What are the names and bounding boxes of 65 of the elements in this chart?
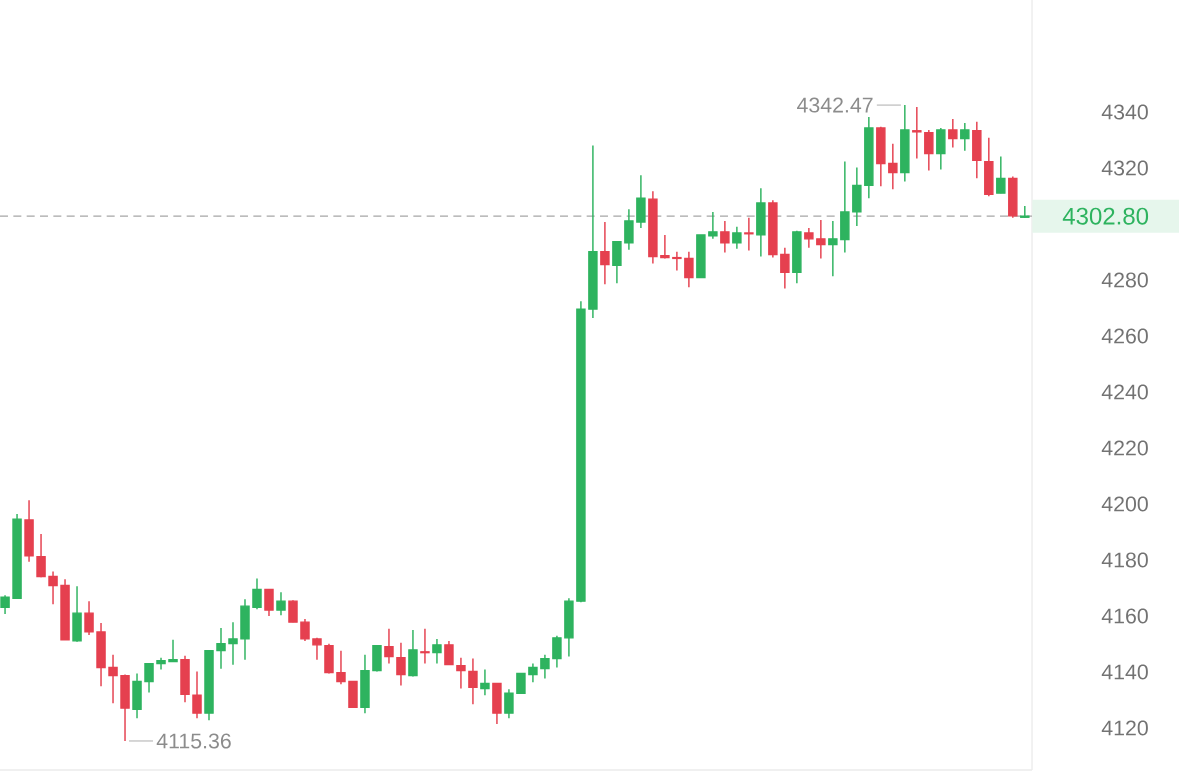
y-tick-label: 4340 xyxy=(1101,104,1148,120)
candlestick xyxy=(1020,205,1030,219)
candlestick xyxy=(912,106,922,160)
candlestick xyxy=(504,688,514,719)
candlestick xyxy=(384,628,394,665)
candlestick xyxy=(456,656,466,690)
candlestick xyxy=(276,591,286,616)
y-tick-label: 4180 xyxy=(1101,552,1148,568)
candlestick xyxy=(84,600,94,636)
candlestick xyxy=(396,642,406,687)
candlestick xyxy=(552,635,562,669)
candlestick xyxy=(336,649,346,686)
candlestick xyxy=(252,577,262,610)
candlestick xyxy=(36,533,46,579)
candlestick xyxy=(720,220,730,254)
candlestick xyxy=(420,628,430,665)
y-tick-label: 4260 xyxy=(1101,328,1148,344)
candlestick xyxy=(540,653,550,680)
candlestick xyxy=(216,627,226,670)
candlestick xyxy=(960,122,970,152)
annotation: 4342.47 xyxy=(797,97,873,113)
candlestick xyxy=(480,668,490,696)
candlestick xyxy=(996,155,1006,194)
candlestick xyxy=(636,174,646,229)
candlestick xyxy=(528,662,538,684)
candlestick xyxy=(0,594,10,615)
candlestick xyxy=(288,599,298,623)
annotation: 4115.36 xyxy=(156,733,231,749)
candlestick xyxy=(468,657,478,705)
candlestick xyxy=(948,118,958,149)
candlestick xyxy=(516,672,526,694)
candlestick xyxy=(924,129,934,172)
candlestick xyxy=(804,227,814,249)
y-tick-label: 4140 xyxy=(1101,664,1148,680)
candlestick xyxy=(816,219,826,260)
candlestick xyxy=(600,221,610,285)
candlestick xyxy=(192,670,202,719)
candlestick xyxy=(936,127,946,171)
candlestick xyxy=(672,250,682,272)
candlestick xyxy=(48,570,58,605)
candlestick xyxy=(300,618,310,642)
y-tick-label: 4220 xyxy=(1101,440,1148,456)
candlestick xyxy=(744,217,754,252)
candlestick xyxy=(612,240,622,285)
candlestick xyxy=(264,588,274,617)
candlestick xyxy=(144,662,154,694)
candlestick xyxy=(888,142,898,191)
y-tick-label: 4200 xyxy=(1101,496,1148,512)
candlestick xyxy=(228,621,238,666)
candlestick xyxy=(780,247,790,290)
y-tick-label: 4160 xyxy=(1101,608,1148,624)
y-tick-label: 4240 xyxy=(1101,384,1148,400)
candlestick xyxy=(708,211,718,240)
candlestick xyxy=(624,208,634,251)
candlestick xyxy=(732,226,742,250)
candlestick xyxy=(828,220,838,278)
candlestick xyxy=(108,653,118,705)
y-tick-label: 4280 xyxy=(1101,272,1148,288)
ref-line-label: 4302.80 xyxy=(1062,207,1149,225)
y-tick-label: 4120 xyxy=(1101,720,1148,736)
y-tick-label: 4320 xyxy=(1101,160,1148,176)
candlestick xyxy=(432,638,442,665)
candlestick xyxy=(684,250,694,289)
candlestick xyxy=(444,640,454,666)
candlestick xyxy=(168,639,178,663)
